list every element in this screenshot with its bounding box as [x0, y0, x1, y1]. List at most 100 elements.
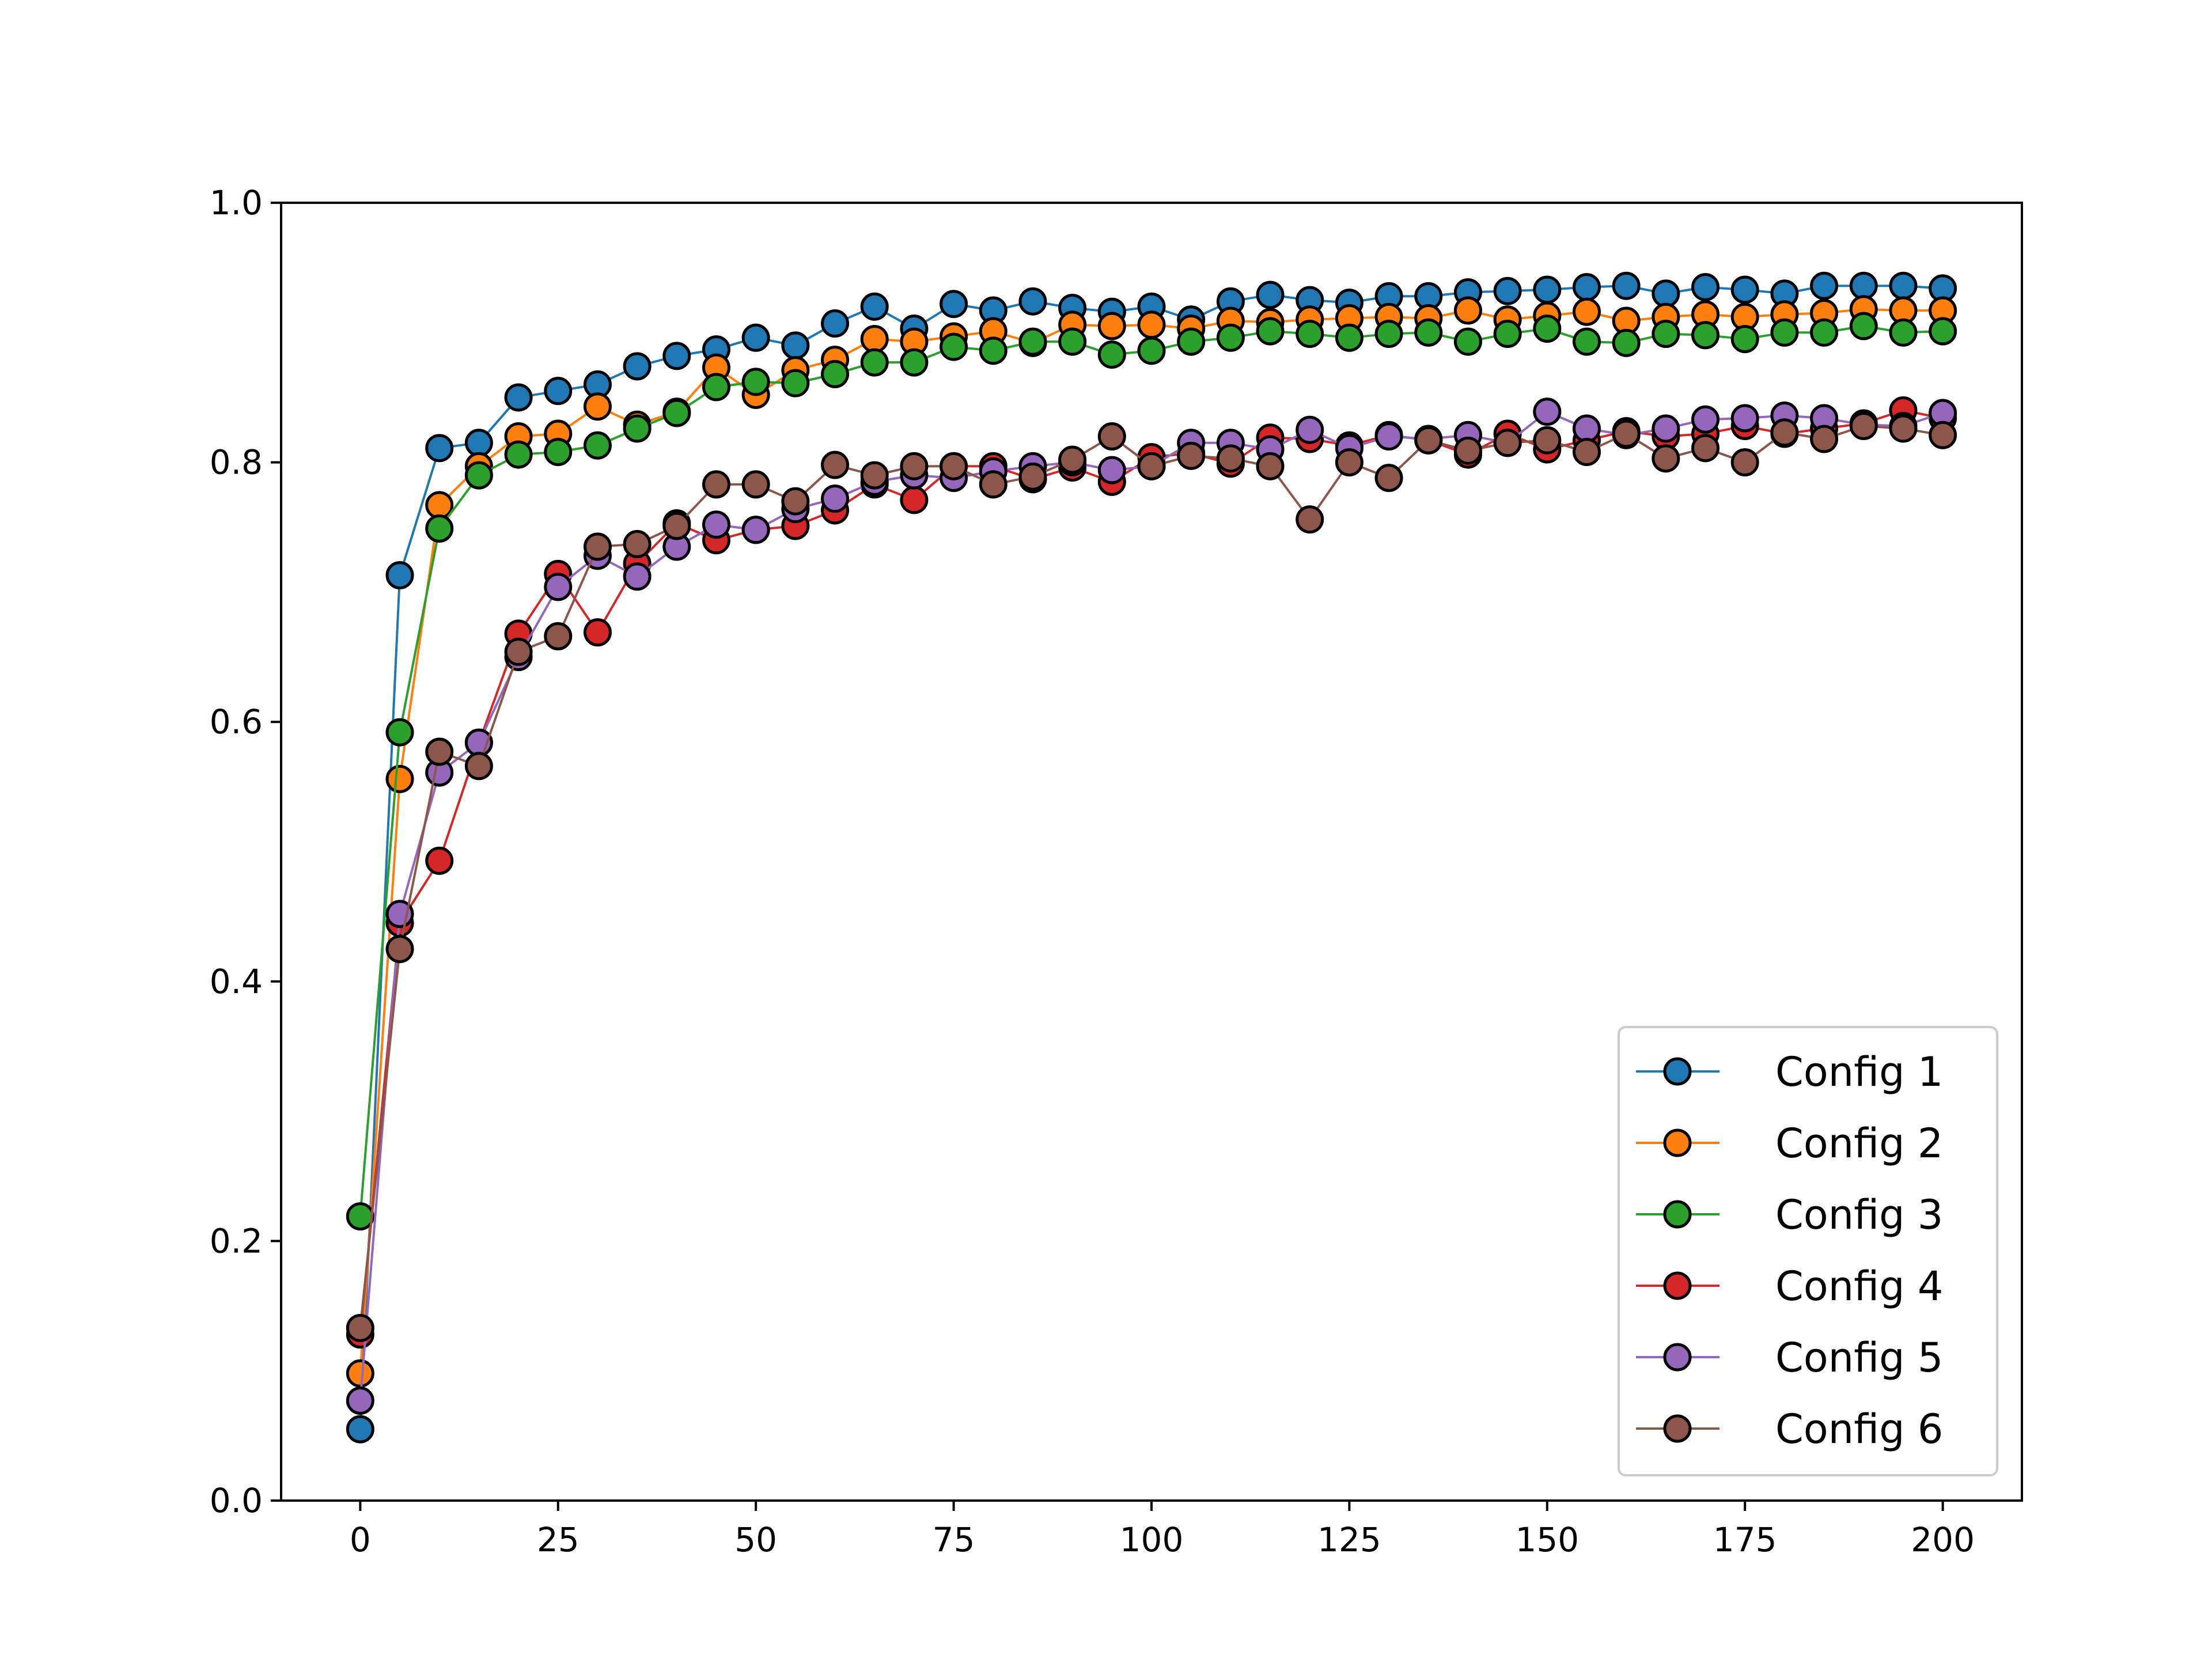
data-point [1256, 281, 1285, 309]
data-point [1453, 436, 1482, 465]
data-point [1533, 315, 1562, 343]
data-point [623, 562, 652, 591]
data-point [425, 491, 454, 520]
data-point [741, 516, 770, 544]
data-point [425, 737, 454, 766]
legend-item: Config 1 [1636, 1048, 1943, 1096]
data-point [1849, 412, 1878, 441]
x-tick-label: 0 [350, 1520, 371, 1559]
data-point [702, 373, 730, 402]
data-point [900, 348, 929, 377]
series-config-3 [346, 312, 1957, 1231]
data-point [1414, 318, 1443, 347]
data-point [1849, 312, 1878, 340]
x-tick-label: 100 [1120, 1520, 1184, 1559]
legend-marker [1663, 1414, 1692, 1443]
data-point [702, 510, 730, 539]
data-point [1097, 340, 1126, 369]
data-point [544, 438, 573, 467]
data-point [860, 325, 889, 354]
legend-item: Config 4 [1636, 1263, 1943, 1310]
data-point [1730, 325, 1759, 354]
data-point [464, 752, 493, 781]
data-point [979, 336, 1007, 365]
legend-item: Config 5 [1636, 1334, 1943, 1381]
y-tick-label: 0.4 [210, 962, 263, 1001]
data-point [940, 290, 968, 319]
legend-box [1618, 1026, 1998, 1476]
data-point [860, 292, 889, 321]
y-tick-label: 0.8 [210, 443, 263, 482]
data-point [1691, 321, 1720, 350]
series-config-2 [346, 295, 1957, 1388]
data-point [464, 429, 493, 457]
data-point [425, 846, 454, 875]
data-point [1691, 405, 1720, 434]
data-point [1256, 452, 1285, 480]
data-point [346, 1313, 374, 1342]
data-point [1018, 462, 1047, 491]
data-point [821, 359, 850, 388]
legend-item: Config 2 [1636, 1120, 1943, 1167]
legend: Config 1 Config 2 Config 3 Config 4 Config 5… [1618, 1026, 1998, 1476]
data-point [1097, 312, 1126, 340]
y-tick-label: 0.2 [210, 1221, 263, 1260]
data-point [504, 638, 533, 666]
legend-item: Config 3 [1636, 1191, 1943, 1238]
data-point [1296, 320, 1324, 349]
data-point [1414, 426, 1443, 454]
data-point [1691, 272, 1720, 301]
data-point [1296, 505, 1324, 534]
data-point [1929, 421, 1957, 449]
data-point [900, 452, 929, 480]
data-point [1573, 272, 1601, 301]
series-config-6 [346, 412, 1957, 1342]
data-point [781, 331, 810, 360]
data-point [425, 514, 454, 543]
y-axis: 0.0 0.2 0.4 0.6 0.8 1.0 [210, 183, 281, 1520]
data-point [425, 434, 454, 463]
data-point [1296, 415, 1324, 444]
x-tick-label: 125 [1317, 1520, 1381, 1559]
data-point [1533, 275, 1562, 304]
data-point [741, 323, 770, 352]
data-point [1612, 419, 1641, 448]
data-point [583, 532, 612, 561]
data-point [346, 1387, 374, 1415]
legend-marker [1663, 1128, 1692, 1157]
data-point [1730, 275, 1759, 304]
data-point [1691, 434, 1720, 463]
data-point [623, 352, 652, 381]
data-point [1652, 320, 1680, 349]
data-point [1216, 444, 1245, 473]
data-point [544, 622, 573, 651]
data-point [1573, 438, 1601, 467]
data-point [741, 368, 770, 396]
data-point [1177, 327, 1206, 356]
data-point [1533, 397, 1562, 426]
data-point [346, 1359, 374, 1388]
data-point [1374, 422, 1403, 451]
legend-marker [1663, 1200, 1692, 1229]
legend-item: Config 6 [1636, 1406, 1943, 1453]
data-point [781, 369, 810, 397]
data-point [1493, 320, 1522, 349]
legend-marker [1663, 1057, 1692, 1086]
data-point [1652, 279, 1680, 308]
data-point [1177, 441, 1206, 470]
data-point [979, 470, 1007, 499]
data-point [1652, 444, 1680, 473]
data-point [1137, 452, 1166, 480]
series-config-1 [346, 271, 1957, 1444]
y-tick-label: 0.6 [210, 702, 263, 741]
data-point [1573, 327, 1601, 356]
data-point [1652, 414, 1680, 443]
legend-label: Config 1 [1775, 1048, 1943, 1096]
data-point [1018, 327, 1047, 356]
x-tick-label: 25 [537, 1520, 579, 1559]
data-point [900, 486, 929, 514]
data-point [1849, 271, 1878, 300]
data-point [1612, 271, 1641, 300]
data-point [385, 718, 414, 747]
data-point [741, 470, 770, 499]
